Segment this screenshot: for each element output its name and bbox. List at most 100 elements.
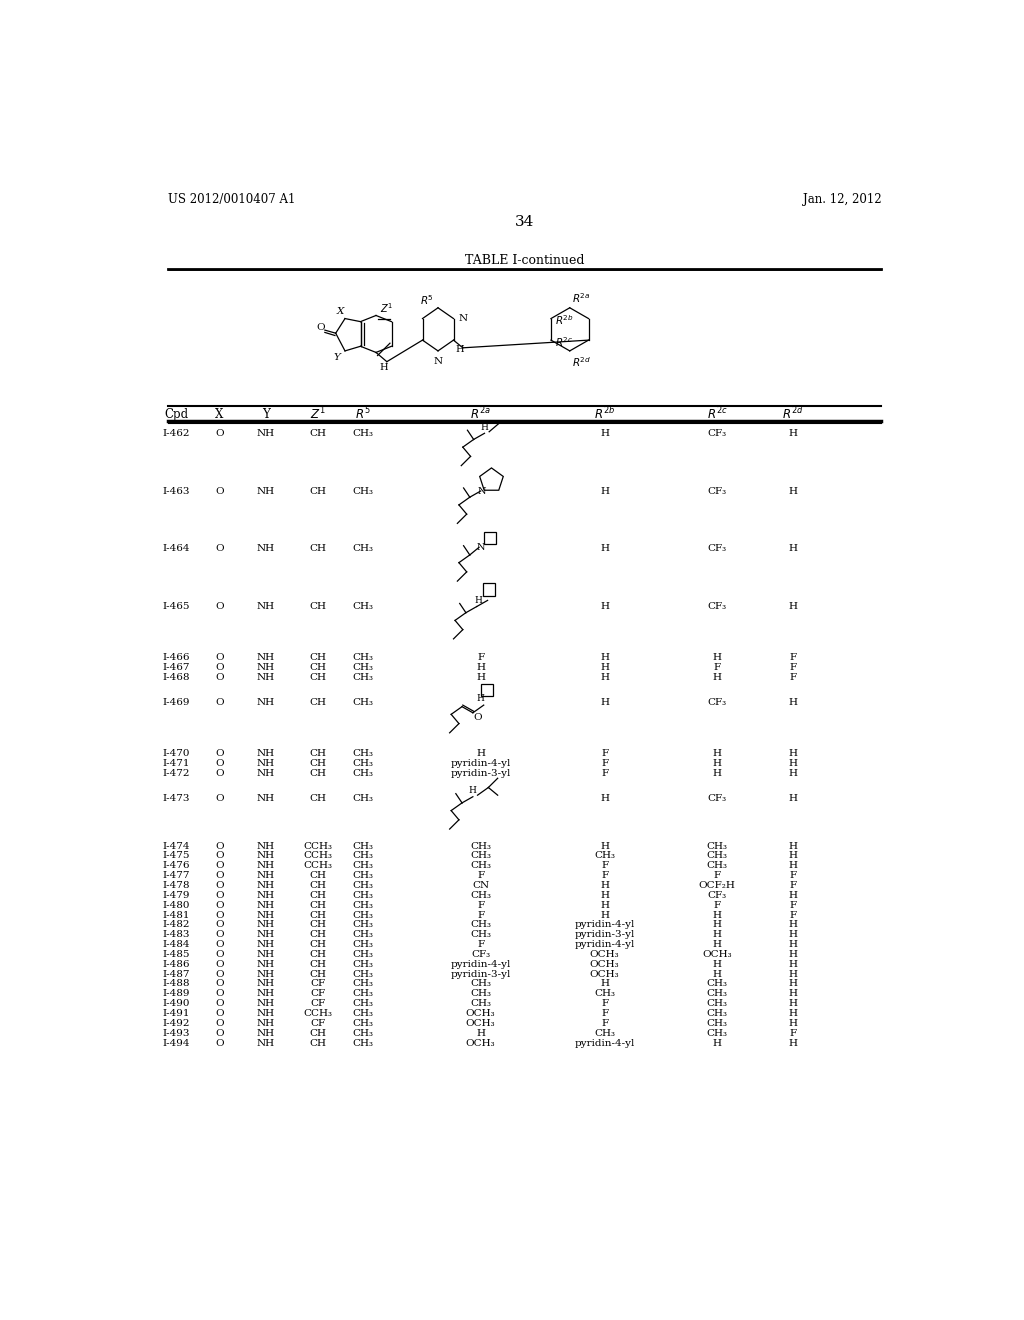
Text: OCF₂H: OCF₂H (698, 880, 735, 890)
Text: I-491: I-491 (162, 1008, 189, 1018)
Text: H: H (788, 979, 798, 989)
Text: H: H (600, 979, 609, 989)
Text: I-468: I-468 (162, 673, 189, 682)
Text: pyridin-4-yl: pyridin-4-yl (574, 940, 635, 949)
Text: Jan. 12, 2012: Jan. 12, 2012 (803, 193, 882, 206)
Text: I-482: I-482 (162, 920, 189, 929)
Text: I-474: I-474 (162, 842, 189, 850)
Text: I-476: I-476 (162, 861, 189, 870)
Text: O: O (215, 1039, 224, 1048)
Text: O: O (215, 880, 224, 890)
Text: CF: CF (310, 1019, 326, 1028)
Text: CH₃: CH₃ (470, 842, 492, 850)
Text: NH: NH (257, 697, 275, 706)
Text: Cpd: Cpd (164, 408, 188, 421)
Text: O: O (215, 970, 224, 978)
Text: $R^{2c}$: $R^{2c}$ (555, 335, 573, 348)
Text: OCH₃: OCH₃ (590, 960, 620, 969)
Text: I-492: I-492 (162, 1019, 189, 1028)
Text: Y: Y (334, 354, 341, 362)
Text: H: H (713, 653, 722, 661)
Text: O: O (215, 979, 224, 989)
Text: CH₃: CH₃ (352, 602, 374, 611)
Text: H: H (713, 920, 722, 929)
Text: NH: NH (257, 970, 275, 978)
Text: CH: CH (309, 1039, 327, 1048)
Text: CH₃: CH₃ (470, 999, 492, 1008)
Text: CH: CH (309, 544, 327, 553)
Text: H: H (788, 750, 798, 758)
Text: F: F (601, 861, 608, 870)
Text: I-483: I-483 (162, 931, 189, 940)
Text: I-493: I-493 (162, 1028, 189, 1038)
Text: 34: 34 (515, 215, 535, 228)
Text: O: O (215, 1008, 224, 1018)
Text: pyridin-4-yl: pyridin-4-yl (574, 920, 635, 929)
Text: CH₃: CH₃ (352, 900, 374, 909)
Text: N: N (458, 314, 467, 323)
Text: CH: CH (309, 931, 327, 940)
Text: $R^5$: $R^5$ (355, 405, 371, 422)
Text: pyridin-3-yl: pyridin-3-yl (451, 770, 511, 777)
Text: F: F (790, 1028, 797, 1038)
Text: I-489: I-489 (162, 990, 189, 998)
Text: NH: NH (257, 979, 275, 989)
Text: F: F (601, 1008, 608, 1018)
Text: NH: NH (257, 1008, 275, 1018)
Text: I-480: I-480 (162, 900, 189, 909)
Text: CH: CH (309, 950, 327, 958)
Text: I-479: I-479 (162, 891, 189, 900)
Text: CH₃: CH₃ (470, 979, 492, 989)
Text: $R^{2a}$: $R^{2a}$ (470, 405, 490, 422)
Text: CF₃: CF₃ (708, 544, 727, 553)
Text: H: H (788, 990, 798, 998)
Text: $R^{2b}$: $R^{2b}$ (594, 407, 615, 422)
Text: NH: NH (257, 1019, 275, 1028)
Text: CH₃: CH₃ (470, 891, 492, 900)
Text: CH₃: CH₃ (707, 999, 727, 1008)
Text: F: F (714, 663, 721, 672)
Text: CF₃: CF₃ (708, 487, 727, 495)
Text: NH: NH (257, 900, 275, 909)
Text: I-485: I-485 (162, 950, 189, 958)
Text: F: F (477, 900, 484, 909)
Text: H: H (476, 663, 485, 672)
Text: H: H (600, 544, 609, 553)
Text: O: O (215, 1019, 224, 1028)
Text: CH₃: CH₃ (707, 861, 727, 870)
Text: H: H (713, 911, 722, 920)
Text: I-481: I-481 (162, 911, 189, 920)
Text: O: O (215, 750, 224, 758)
Text: Y: Y (262, 408, 270, 421)
Text: CH₃: CH₃ (707, 842, 727, 850)
Text: CH: CH (309, 900, 327, 909)
Text: I-472: I-472 (162, 770, 189, 777)
Text: CH₃: CH₃ (352, 979, 374, 989)
Text: F: F (477, 940, 484, 949)
Text: NH: NH (257, 999, 275, 1008)
Text: NH: NH (257, 871, 275, 880)
Text: CN: CN (472, 880, 489, 890)
Text: O: O (315, 322, 325, 331)
Text: H: H (713, 673, 722, 682)
Text: TABLE I-continued: TABLE I-continued (465, 255, 585, 268)
Text: US 2012/0010407 A1: US 2012/0010407 A1 (168, 193, 296, 206)
Text: CH₃: CH₃ (352, 544, 374, 553)
Text: pyridin-4-yl: pyridin-4-yl (574, 1039, 635, 1048)
Text: CH₃: CH₃ (352, 891, 374, 900)
Text: NH: NH (257, 950, 275, 958)
Text: NH: NH (257, 940, 275, 949)
Text: H: H (788, 950, 798, 958)
Text: O: O (215, 602, 224, 611)
Text: CH₃: CH₃ (352, 673, 374, 682)
Text: O: O (215, 697, 224, 706)
Text: CH₃: CH₃ (352, 653, 374, 661)
Text: CH₃: CH₃ (594, 990, 615, 998)
Text: CCH₃: CCH₃ (303, 851, 333, 861)
Text: O: O (215, 851, 224, 861)
Text: H: H (788, 920, 798, 929)
Text: OCH₃: OCH₃ (590, 970, 620, 978)
Text: H: H (788, 940, 798, 949)
Text: I-494: I-494 (162, 1039, 189, 1048)
Text: pyridin-3-yl: pyridin-3-yl (451, 970, 511, 978)
